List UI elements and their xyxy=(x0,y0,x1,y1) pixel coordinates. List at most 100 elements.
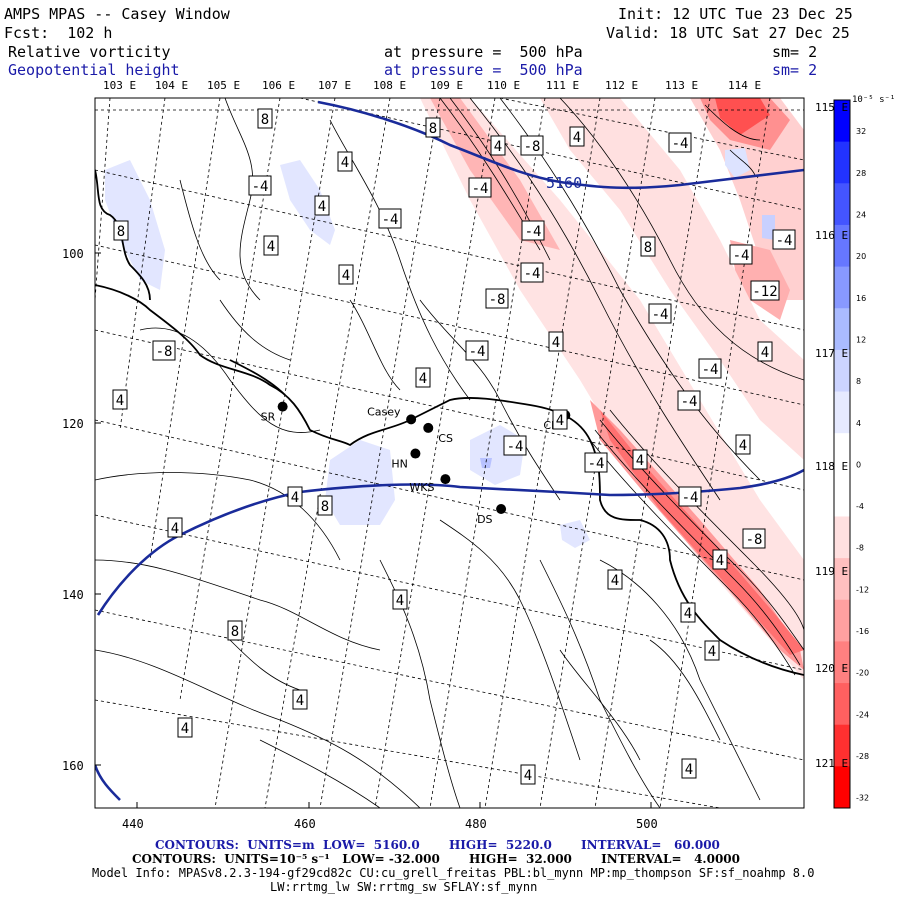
vorticity-label: -4 xyxy=(682,490,699,506)
colorbar-label: 32 xyxy=(856,127,866,136)
vorticity-label-box xyxy=(152,340,176,361)
colorbar-swatch xyxy=(834,100,850,143)
vorticity-label-box xyxy=(520,135,544,156)
graticule xyxy=(95,98,804,808)
colorbar-label: -24 xyxy=(856,710,869,719)
colorbar-label: 8 xyxy=(856,377,861,386)
station-label-hn: HN xyxy=(391,458,408,471)
station-label-ds: DS xyxy=(477,513,492,526)
station-dot-sr xyxy=(277,401,288,412)
vorticity-label-box xyxy=(648,303,672,324)
bottom-tick-label: 480 xyxy=(465,817,487,831)
vorticity-label: 4 xyxy=(708,644,716,660)
vorticity-label-box xyxy=(378,208,402,229)
colorbar-label: -20 xyxy=(856,669,869,678)
top-longitude-label: 105 E xyxy=(207,79,241,92)
init-time: Init: 12 UTC Tue 23 Dec 25 xyxy=(618,5,853,23)
top-longitude-label: 110 E xyxy=(487,79,521,92)
vorticity-label-box xyxy=(113,220,129,241)
vorticity-label-box xyxy=(490,135,506,156)
left-tick-label: 100 xyxy=(62,247,84,261)
valid-time: Valid: 18 UTC Sat 27 Dec 25 xyxy=(606,24,850,42)
colorbar-label: 28 xyxy=(856,169,866,178)
colorbar-label: -32 xyxy=(856,794,869,803)
colorbar-label: 12 xyxy=(856,335,866,344)
vorticity-label: -4 xyxy=(702,362,719,378)
field2-level: at pressure = 500 hPa xyxy=(384,61,583,79)
vorticity-label-box xyxy=(314,195,330,216)
station-dot-cs xyxy=(423,422,434,433)
colorbar-label: -12 xyxy=(856,585,869,594)
vorticity-shading-negative xyxy=(420,98,804,680)
vorticity-label: 4 xyxy=(611,573,619,589)
vorticity-contours xyxy=(95,98,804,808)
left-tick-label: 160 xyxy=(62,759,84,773)
colorbar-label: 20 xyxy=(856,252,866,261)
vorticity-label-box xyxy=(757,341,773,362)
vorticity-label: 4 xyxy=(761,345,769,361)
station-label-casey: Casey xyxy=(367,405,401,418)
colorbar-swatch xyxy=(834,641,850,684)
field1-smoothing: sm= 2 xyxy=(772,43,818,61)
vorticity-label-box xyxy=(465,340,489,361)
vorticity-label: 4 xyxy=(181,721,189,737)
vorticity-label-box xyxy=(317,495,333,516)
vorticity-label: 4 xyxy=(341,155,349,171)
vorticity-label-box xyxy=(750,280,780,301)
vorticity-label-box xyxy=(392,589,408,610)
colorbar-swatch xyxy=(834,224,850,268)
right-longitude-label: 116 E xyxy=(815,229,849,242)
vorticity-label: -4 xyxy=(469,344,486,360)
vorticity-label: -8 xyxy=(489,292,506,308)
vorticity-label: 8 xyxy=(429,121,437,137)
top-longitude-label: 109 E xyxy=(430,79,464,92)
vorticity-label-box xyxy=(632,449,648,470)
vorticity-label: -8 xyxy=(746,532,763,548)
vorticity-label-box xyxy=(520,764,536,785)
field1-level: at pressure = 500 hPa xyxy=(384,43,583,61)
vorticity-label: 4 xyxy=(685,762,693,778)
vorticity-label: -12 xyxy=(752,284,777,300)
vorticity-label: 4 xyxy=(524,768,532,784)
vorticity-label-box xyxy=(735,434,751,455)
colorbar-swatch xyxy=(834,391,850,434)
vorticity-label-box xyxy=(263,235,279,256)
station-label-cs: CS xyxy=(438,432,453,445)
vorticity-label-box xyxy=(167,517,183,538)
vorticity-label: 4 xyxy=(267,239,275,255)
top-longitude-label: 108 E xyxy=(373,79,407,92)
vorticity-label-box xyxy=(552,409,568,430)
right-longitude-label: 120 E xyxy=(815,662,849,675)
vorticity-label: 4 xyxy=(716,553,724,569)
colorbar-label: 16 xyxy=(856,294,866,303)
vorticity-label: -4 xyxy=(588,456,605,472)
vorticity-label-box xyxy=(248,175,272,196)
vorticity-label-box xyxy=(287,486,303,507)
vorticity-label-box xyxy=(227,620,243,641)
vorticity-label-box xyxy=(112,389,128,410)
colorbar-swatch xyxy=(834,474,850,517)
vorticity-label: 4 xyxy=(291,490,299,506)
right-longitude-label: 118 E xyxy=(815,460,849,473)
field2-smoothing: sm= 2 xyxy=(772,61,818,79)
colorbar-label: -28 xyxy=(856,752,869,761)
right-longitude-label: 119 E xyxy=(815,565,849,578)
vorticity-label-box xyxy=(712,549,728,570)
vorticity-label: -4 xyxy=(252,179,269,195)
vorticity-label: -4 xyxy=(524,266,541,282)
colorbar-label: 4 xyxy=(856,419,861,428)
vorticity-label: 8 xyxy=(644,240,652,256)
vorticity-label: 4 xyxy=(116,393,124,409)
vorticity-label: -4 xyxy=(681,394,698,410)
vorticity-label-box xyxy=(337,151,353,172)
vorticity-label: 4 xyxy=(342,268,350,284)
vorticity-label-box xyxy=(548,331,564,352)
colorbar-label: -4 xyxy=(856,502,864,511)
vorticity-label: -4 xyxy=(525,224,542,240)
bottom-tick-label: 500 xyxy=(636,817,658,831)
colorbar-swatch xyxy=(834,683,850,726)
station-label-wks: WKS xyxy=(409,481,434,494)
top-longitude-label: 107 E xyxy=(318,79,352,92)
